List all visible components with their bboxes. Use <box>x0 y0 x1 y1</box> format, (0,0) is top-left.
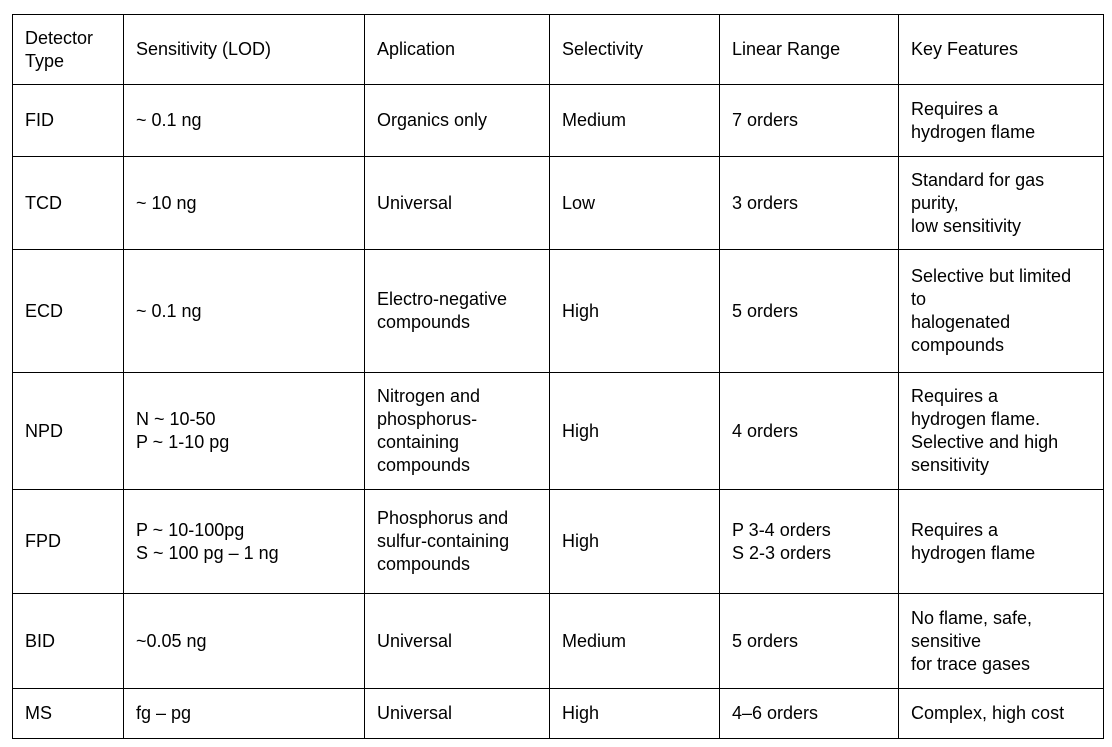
table-cell: 5 orders <box>719 593 899 689</box>
table-row: FPD P ~ 10-100pg S ~ 100 pg – 1 ng Phospho… <box>12 489 1104 594</box>
table-cell: Selective but limited to halogenated com… <box>898 249 1104 373</box>
table-cell: 4–6 orders <box>719 688 899 739</box>
table-cell: Electro-negative compounds <box>364 249 550 373</box>
table-cell: High <box>549 249 720 373</box>
table-cell: Phosphorus and sulfur-containing compoun… <box>364 489 550 594</box>
table-cell: BID <box>12 593 124 689</box>
table-row: FID ~ 0.1 ng Organics only Medium 7 orders Re… <box>12 84 1104 157</box>
detector-table: Detector Type Sensitivity (LOD) Aplication… <box>12 14 1104 739</box>
table-cell: Low <box>549 156 720 250</box>
header-cell: Aplication <box>364 14 550 85</box>
table-cell: Complex, high cost <box>898 688 1104 739</box>
table-cell: Standard for gas purity, low sensitivity <box>898 156 1104 250</box>
table-cell: High <box>549 372 720 490</box>
table-cell: ~ 10 ng <box>123 156 365 250</box>
table-cell: ~ 0.1 ng <box>123 249 365 373</box>
table-cell: NPD <box>12 372 124 490</box>
table-cell: No flame, safe, sensitive for trace gase… <box>898 593 1104 689</box>
table-cell: P ~ 10-100pg S ~ 100 pg – 1 ng <box>123 489 365 594</box>
table-cell: ~ 0.1 ng <box>123 84 365 157</box>
table-cell: Nitrogen and phosphorus- containing comp… <box>364 372 550 490</box>
header-cell: Sensitivity (LOD) <box>123 14 365 85</box>
table-cell: MS <box>12 688 124 739</box>
table-cell: Requires a hydrogen flame <box>898 489 1104 594</box>
table-cell: High <box>549 489 720 594</box>
table-row: BID ~0.05 ng Universal Medium 5 orders No fla… <box>12 593 1104 689</box>
table-cell: Requires a hydrogen flame <box>898 84 1104 157</box>
table-cell: Requires a hydrogen flame. Selective and… <box>898 372 1104 490</box>
table-row: NPD N ~ 10-50 P ~ 1-10 pg Nitrogen and pho… <box>12 372 1104 490</box>
table-cell: Universal <box>364 156 550 250</box>
table-cell: 5 orders <box>719 249 899 373</box>
header-row: Detector Type Sensitivity (LOD) Aplication… <box>12 14 1104 85</box>
table-cell: P 3-4 orders S 2-3 orders <box>719 489 899 594</box>
header-cell: Detector Type <box>12 14 124 85</box>
header-cell: Key Features <box>898 14 1104 85</box>
table-row: MS fg – pg Universal High 4–6 orders Complex… <box>12 688 1104 739</box>
table-cell: 4 orders <box>719 372 899 490</box>
table-cell: FID <box>12 84 124 157</box>
table-cell: 7 orders <box>719 84 899 157</box>
table-cell: N ~ 10-50 P ~ 1-10 pg <box>123 372 365 490</box>
table-cell: Medium <box>549 593 720 689</box>
table-cell: Universal <box>364 593 550 689</box>
table-cell: Organics only <box>364 84 550 157</box>
table-row: TCD ~ 10 ng Universal Low 3 orders Standard f… <box>12 156 1104 250</box>
table-cell: TCD <box>12 156 124 250</box>
header-cell: Selectivity <box>549 14 720 85</box>
table-row: ECD ~ 0.1 ng Electro-negative compounds Hig… <box>12 249 1104 373</box>
table-cell: fg – pg <box>123 688 365 739</box>
table-cell: FPD <box>12 489 124 594</box>
table-cell: Universal <box>364 688 550 739</box>
table-cell: ~0.05 ng <box>123 593 365 689</box>
header-cell: Linear Range <box>719 14 899 85</box>
table-cell: ECD <box>12 249 124 373</box>
table-cell: 3 orders <box>719 156 899 250</box>
table-cell: Medium <box>549 84 720 157</box>
table-cell: High <box>549 688 720 739</box>
